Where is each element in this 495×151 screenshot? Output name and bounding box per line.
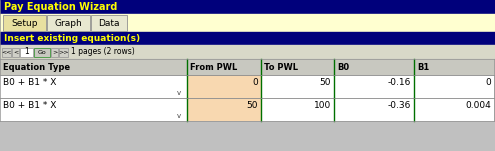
- Bar: [2, 48, 11, 56]
- Bar: [47, 15, 90, 31]
- Bar: [0, 32, 495, 45]
- Bar: [12, 48, 19, 56]
- Text: Setup: Setup: [11, 19, 38, 27]
- Text: >: >: [52, 50, 57, 55]
- Text: 0.004: 0.004: [465, 101, 491, 110]
- Text: v: v: [177, 90, 181, 96]
- Text: -0.36: -0.36: [388, 101, 411, 110]
- Bar: [334, 75, 414, 98]
- Bar: [187, 98, 261, 121]
- Bar: [0, 59, 495, 75]
- Text: 50: 50: [247, 101, 258, 110]
- Text: Data: Data: [98, 19, 120, 27]
- Text: Equation Type: Equation Type: [3, 63, 70, 72]
- Bar: [0, 0, 495, 14]
- Text: B0 + B1 * X: B0 + B1 * X: [3, 101, 56, 110]
- Text: From PWL: From PWL: [190, 63, 237, 72]
- Text: B0: B0: [337, 63, 349, 72]
- Bar: [0, 14, 495, 32]
- Text: <<: <<: [1, 50, 12, 55]
- Text: B1: B1: [417, 63, 429, 72]
- Text: To PWL: To PWL: [264, 63, 298, 72]
- Bar: [261, 75, 334, 98]
- Bar: [187, 75, 261, 98]
- Bar: [59, 48, 68, 56]
- Text: Graph: Graph: [54, 19, 82, 27]
- Text: 0: 0: [485, 78, 491, 87]
- Text: v: v: [177, 113, 181, 119]
- Bar: [261, 98, 334, 121]
- Text: 1 pages (2 rows): 1 pages (2 rows): [71, 48, 135, 56]
- Text: 100: 100: [314, 101, 331, 110]
- Text: -0.16: -0.16: [388, 78, 411, 87]
- Bar: [0, 45, 495, 59]
- Text: Go: Go: [38, 50, 47, 55]
- Text: Pay Equation Wizard: Pay Equation Wizard: [4, 2, 117, 12]
- Bar: [51, 48, 58, 56]
- Text: 50: 50: [319, 78, 331, 87]
- Bar: [414, 75, 494, 98]
- Bar: [3, 15, 46, 31]
- Bar: [334, 98, 414, 121]
- Bar: [20, 48, 33, 56]
- Text: Insert existing equation(s): Insert existing equation(s): [4, 34, 140, 43]
- Text: <: <: [13, 50, 18, 55]
- Bar: [0, 75, 187, 98]
- Bar: [0, 98, 187, 121]
- Text: B0 + B1 * X: B0 + B1 * X: [3, 78, 56, 87]
- Text: 1: 1: [24, 48, 29, 56]
- Bar: [34, 48, 50, 56]
- Text: 0: 0: [252, 78, 258, 87]
- Bar: [414, 98, 494, 121]
- Bar: [91, 15, 127, 31]
- Text: >>: >>: [58, 50, 69, 55]
